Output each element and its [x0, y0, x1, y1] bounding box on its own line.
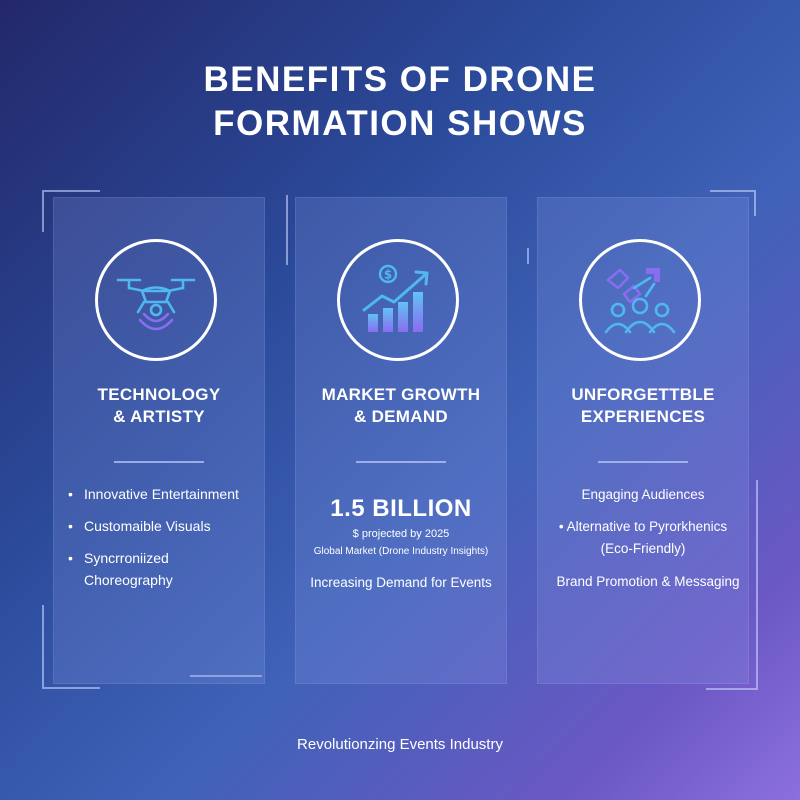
corner-bracket: [286, 195, 288, 265]
corner-bracket: [706, 480, 758, 690]
market-demand-text: Increasing Demand for Events: [310, 575, 492, 590]
panel-market-growth: $ MARKET GROWTH & DEMAND 1.5 BILLION $ p…: [295, 197, 507, 684]
title-line-1: BENEFITS OF DRONE: [203, 60, 597, 99]
icon-ring: $: [337, 239, 459, 361]
corner-bracket: [190, 675, 262, 677]
divider: [598, 461, 688, 463]
corner-bracket: [527, 248, 529, 264]
page-title: BENEFITS OF DRONE FORMATION SHOWS: [0, 58, 800, 146]
panel-heading-line: & ARTISTY: [113, 407, 205, 426]
svg-text:$: $: [384, 268, 392, 282]
footer-tagline: Revolutionzing Events Industry: [297, 736, 503, 753]
list-item: Engaging Audiences: [581, 487, 705, 502]
divider: [356, 461, 446, 463]
drone-icon: [116, 278, 196, 331]
list-item-text: Alternative to Pyrorkhenics: [566, 519, 728, 534]
market-stat-source: Global Market (Drone Industry Insights): [313, 546, 489, 557]
panel-heading-line: UNFORGETTBLE: [571, 385, 715, 404]
panel-heading: UNFORGETTBLE EXPERIENCES: [538, 384, 748, 428]
icon-ring: [95, 239, 217, 361]
panel-heading-line: MARKET GROWTH: [321, 385, 481, 404]
corner-bracket: [42, 190, 100, 232]
panel-heading-line: & DEMAND: [353, 407, 448, 426]
divider: [114, 461, 204, 463]
list-item-continued: (Eco-Friendly): [600, 541, 686, 556]
panel-experiences: UNFORGETTBLE EXPERIENCES Engaging Audien…: [537, 197, 749, 684]
panel-heading-line: EXPERIENCES: [580, 407, 706, 426]
corner-bracket: [42, 605, 100, 689]
list-item: • Alternative to Pyrorkhenics: [538, 516, 748, 538]
audience-icon: [604, 268, 676, 334]
list-item: Customaible Visuals: [68, 515, 258, 537]
market-stat-value: 1.5 BILLION: [330, 495, 472, 522]
bullet-icon: •: [558, 519, 567, 534]
panel-heading: MARKET GROWTH & DEMAND: [296, 384, 506, 428]
market-stat-caption: $ projected by 2025: [352, 528, 450, 540]
list-item: Brand Promotion & Messaging: [556, 574, 740, 589]
icon-ring: [579, 239, 701, 361]
panel-technology: TECHNOLOGY & ARTISTY Innovative Entertai…: [53, 197, 265, 684]
corner-bracket: [710, 190, 756, 216]
list-item: Innovative Entertainment: [68, 483, 258, 505]
list-item: Syncrroniized Choreography: [68, 547, 224, 591]
panel-heading-line: TECHNOLOGY: [97, 385, 221, 404]
panel-heading: TECHNOLOGY & ARTISTY: [54, 384, 264, 428]
title-line-2: FORMATION SHOWS: [213, 104, 587, 143]
bullet-list: Innovative Entertainment Customaible Vis…: [68, 483, 258, 601]
growth-chart-icon: $: [362, 264, 429, 332]
